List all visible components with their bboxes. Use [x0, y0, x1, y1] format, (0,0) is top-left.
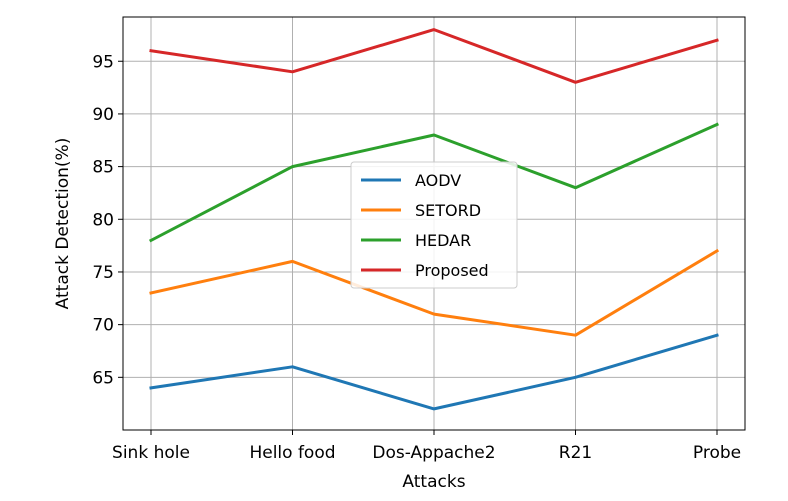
y-tick-label: 65 [92, 368, 114, 388]
x-tick-label: R21 [559, 443, 592, 463]
y-tick-label: 90 [92, 105, 114, 125]
y-tick-label: 70 [92, 316, 114, 336]
x-axis: Sink hole Hello food Dos-Appache2 R21 Probe [112, 430, 741, 463]
x-tick-label: Dos-Appache2 [372, 443, 495, 463]
x-tick-label: Sink hole [112, 443, 190, 463]
series-line-setord [149, 248, 720, 337]
legend-label-proposed: Proposed [415, 261, 489, 280]
series-lines [148, 28, 720, 411]
legend-label-setord: SETORD [415, 201, 481, 220]
series-line-hedar [148, 122, 719, 243]
series-line-aodv [149, 333, 719, 411]
series-line-proposed [149, 28, 719, 84]
x-axis-title: Attacks [402, 472, 465, 492]
y-tick-label: 95 [92, 52, 114, 72]
legend-label-aodv: AODV [415, 171, 461, 190]
y-axis: 65 70 75 80 85 90 95 [92, 52, 123, 388]
y-tick-label: 80 [92, 210, 114, 230]
legend-label-hedar: HEDAR [415, 231, 471, 250]
y-tick-label: 85 [92, 158, 114, 178]
y-axis-title: Attack Detection(%) [53, 138, 73, 310]
x-tick-label: Probe [693, 443, 741, 463]
legend: AODV SETORD HEDAR Proposed [350, 161, 518, 289]
legend-box [350, 161, 518, 289]
x-tick-label: Hello food [249, 443, 335, 463]
y-tick-label: 75 [92, 263, 114, 283]
